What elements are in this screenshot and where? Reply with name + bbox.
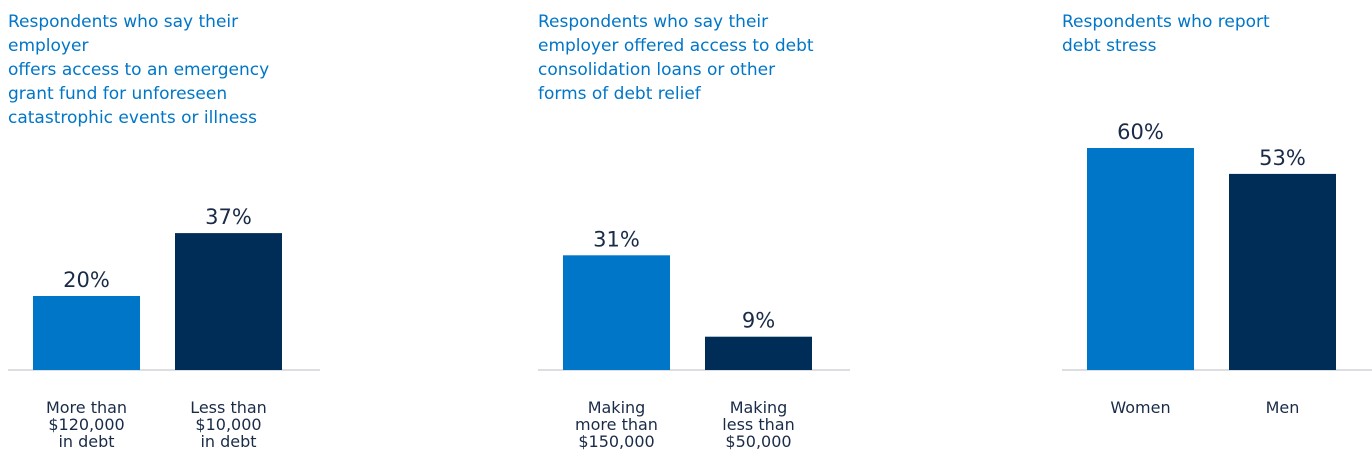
chart-panel-2: Respondents who say their employer offer…: [538, 0, 850, 463]
chart-title-2: Respondents who say their employer offer…: [538, 10, 814, 106]
title-line: grant fund for unforeseen: [8, 84, 228, 104]
category-label: $120,000: [48, 415, 124, 434]
bar: [705, 336, 812, 370]
chart-title-1: Respondents who say their employer offer…: [8, 10, 320, 130]
chart-panel-3: Respondents who report debt stress 60% Wo…: [1062, 0, 1372, 463]
data-label: 20%: [63, 268, 110, 292]
chart-panel-1: Respondents who say their employer offer…: [8, 0, 320, 463]
data-label: 9%: [742, 309, 775, 333]
category-label: in debt: [200, 432, 256, 451]
bar: [1087, 148, 1194, 370]
bar: [1229, 173, 1336, 370]
title-line: Respondents who say their: [538, 12, 769, 32]
category-label: $50,000: [725, 432, 791, 451]
bar: [175, 233, 282, 370]
data-label: 53%: [1259, 146, 1306, 170]
category-label: Women: [1110, 398, 1170, 417]
category-label: $150,000: [578, 432, 654, 451]
bar: [563, 255, 670, 370]
title-line: forms of debt relief: [538, 84, 701, 104]
category-label: Making: [588, 398, 646, 417]
category-label: less than: [722, 415, 794, 434]
title-line: offers access to an emergency: [8, 60, 270, 80]
chart-title-3: Respondents who report debt stress: [1062, 10, 1270, 58]
bar-chart-3: 60% Women 53% Men: [1062, 120, 1372, 417]
category-label: Making: [730, 398, 788, 417]
category-label: in debt: [58, 432, 114, 451]
category-label: More than: [46, 398, 127, 417]
category-label: Men: [1266, 398, 1300, 417]
category-label: more than: [575, 415, 658, 434]
title-line: employer offered access to debt: [538, 36, 814, 56]
title-line: consolidation loans or other: [538, 60, 776, 80]
title-line: catastrophic events or illness: [8, 108, 258, 128]
title-line: Respondents who say their employer: [8, 12, 239, 56]
category-label: Less than: [190, 398, 267, 417]
data-label: 37%: [205, 205, 252, 229]
bar: [33, 296, 140, 370]
category-label: $10,000: [195, 415, 261, 434]
data-label: 31%: [593, 227, 640, 251]
title-line: Respondents who report: [1062, 12, 1270, 32]
title-line: debt stress: [1062, 36, 1157, 56]
data-label: 60%: [1117, 120, 1164, 144]
